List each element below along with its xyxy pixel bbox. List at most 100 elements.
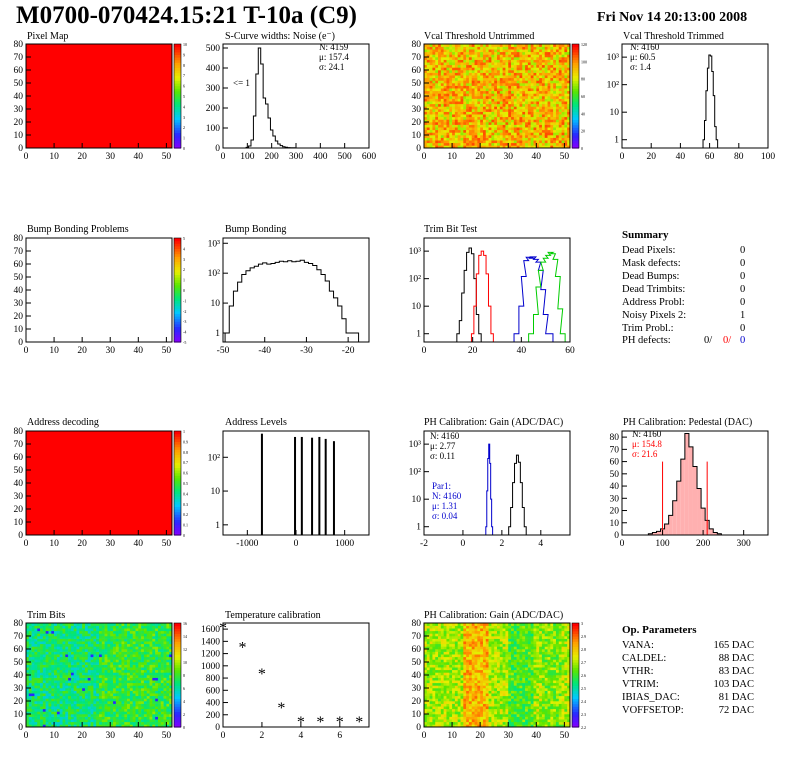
z-tick-label: 0.2 — [183, 512, 188, 517]
pedestal-bar — [652, 532, 657, 535]
z-tick-label: 2.9 — [581, 634, 586, 639]
x-tick-label: 50 — [162, 346, 172, 356]
z-tick-label: 16 — [183, 621, 187, 626]
pedestal-bar — [713, 532, 718, 535]
y-tick-label: 80 — [412, 40, 422, 50]
x-tick-label: -2 — [420, 539, 428, 549]
stats-line: σ: 0.11 — [430, 451, 455, 461]
x-tick-label: 40 — [134, 152, 144, 162]
y-tick-label: 40 — [610, 482, 620, 492]
stats-line: N: 4160 — [630, 42, 660, 52]
hist-line — [224, 259, 360, 342]
x-tick-label: 30 — [503, 152, 513, 162]
x-tick-label: 4 — [538, 539, 543, 549]
op-param-value: 81 DAC — [718, 692, 754, 703]
y-tick-label: 30 — [610, 494, 620, 504]
y-tick-label: 60 — [412, 645, 422, 655]
y-tick-label: 1400 — [201, 637, 220, 647]
y-tick-label: 0 — [614, 531, 619, 541]
x-tick-label: 10 — [447, 731, 457, 741]
level-bar — [332, 441, 335, 535]
z-tick-label: 9 — [183, 52, 185, 57]
y-tick-label: 10³ — [607, 53, 620, 63]
x-tick-label: -30 — [300, 346, 313, 356]
par1-line: μ: 1.31 — [432, 501, 457, 511]
op-parameters-box: Op. Parameters VANA: 165 DAC CALDEL: 88 DAC… — [622, 624, 762, 724]
y-tick-label: 70 — [610, 445, 620, 455]
x-tick-label: 300 — [289, 152, 304, 162]
z-tick-label: 7 — [183, 73, 185, 78]
x-tick-label: 20 — [646, 152, 656, 162]
x-tick-label: 60 — [565, 346, 575, 356]
trim-bit-test-title: Trim Bit Test — [424, 224, 478, 235]
summary-value: 1 — [740, 310, 746, 321]
pedestal-bar — [664, 523, 669, 535]
z-tick-label: 0.8 — [183, 450, 188, 455]
x-tick-label: 60 — [705, 152, 715, 162]
page-title: M0700-070424.15:21 T-10a (C9) — [16, 2, 357, 29]
level-bar — [260, 433, 263, 535]
x-tick-label: 400 — [313, 152, 328, 162]
y-tick-label: 70 — [14, 53, 24, 63]
level-bar — [300, 436, 303, 535]
pedestal-bar — [672, 500, 677, 535]
y-tick-label: 10 — [14, 325, 24, 335]
y-tick-label: 60 — [14, 645, 24, 655]
y-tick-label: 50 — [412, 79, 422, 89]
op-param-value: 103 DAC — [713, 679, 754, 690]
y-tick-label: 20 — [610, 507, 620, 517]
par1-line: Par1: — [432, 481, 451, 491]
pedestal-bar — [697, 488, 702, 535]
level-bar — [324, 438, 327, 535]
summary-value: 0 — [740, 245, 746, 256]
x-tick-label: 300 — [737, 539, 752, 549]
y-tick-label: 20 — [14, 312, 24, 322]
op-param-label: VTRIM: — [622, 679, 659, 690]
y-tick-label: 40 — [14, 92, 24, 102]
z-tick-label: 3 — [183, 115, 185, 120]
stats-line: σ: 1.4 — [630, 62, 651, 72]
y-tick-label: 1 — [614, 136, 619, 146]
data-point: * — [258, 666, 266, 683]
x-tick-label: 0 — [294, 539, 299, 549]
ph-defects-blue: 0 — [740, 335, 746, 346]
z-tick-label: 4 — [183, 104, 185, 109]
summary-value: 0 — [740, 284, 746, 295]
x-tick-label: 200 — [265, 152, 280, 162]
y-tick-label: 50 — [610, 470, 620, 480]
x-tick-label: 2 — [260, 731, 265, 741]
stats-line-red: μ: 154.8 — [632, 439, 662, 449]
x-tick-label: -20 — [342, 346, 355, 356]
y-tick-label: 1600 — [201, 625, 220, 635]
stats-line: N: 4160 — [632, 429, 662, 439]
op-param-value: 165 DAC — [713, 640, 754, 651]
z-tick-label: 5 — [183, 236, 185, 241]
summary-box: Summary Dead Pixels: 0 Mask defects: 0 Dead … — [622, 229, 752, 349]
z-tick-label: 2 — [183, 267, 185, 272]
y-tick-label: 50 — [14, 79, 24, 89]
x-tick-label: 20 — [77, 152, 87, 162]
z-tick-label: 10 — [183, 42, 187, 47]
y-tick-label: 10 — [211, 299, 221, 309]
y-tick-label: 1200 — [201, 650, 220, 660]
y-tick-label: 10³ — [208, 239, 221, 249]
z-tick-label: 20 — [581, 129, 585, 134]
x-tick-label: 0 — [221, 152, 226, 162]
z-tick-label: 0.3 — [183, 502, 188, 507]
summary-label: Dead Bumps: — [622, 271, 680, 282]
ph-defects-red: 0/ — [723, 335, 732, 346]
z-tick-label: 8 — [183, 63, 185, 68]
x-tick-label: 0 — [422, 152, 427, 162]
pedestal-bar — [676, 481, 681, 535]
pedestal-bar — [717, 533, 722, 535]
hist-line — [245, 47, 298, 149]
y-tick-label: 20 — [14, 118, 24, 128]
stats-line: μ: 2.77 — [430, 441, 456, 451]
z-tick-label: 1 — [183, 429, 185, 434]
series-line-0 — [456, 247, 482, 342]
z-tick-label: 40 — [581, 111, 585, 116]
summary-label: Noisy Pixels 2: — [622, 310, 687, 321]
pixel-map-plot: 0 10 20 30 40 50 0 10 20 30 40 50 60 70 80 0 1 2 3 4 5 6 7 8 9 10 — [14, 40, 188, 162]
map-fill — [26, 44, 172, 148]
